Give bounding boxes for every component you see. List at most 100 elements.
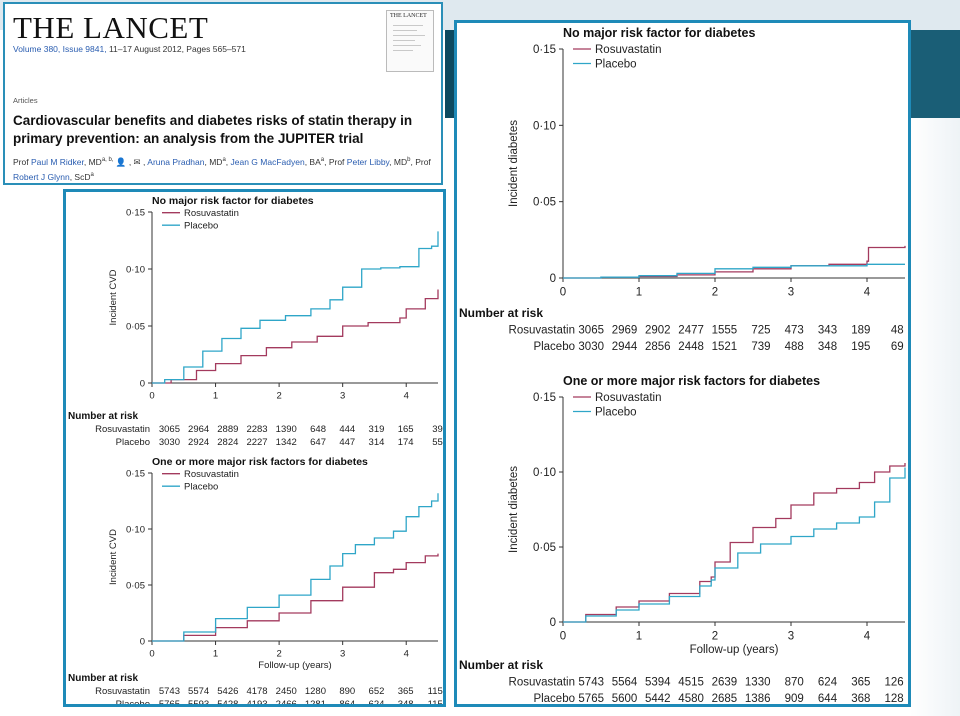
risk-value: 473	[785, 325, 804, 337]
y-tick-label: 0·05	[126, 580, 145, 591]
author-text: 👤 , ✉ ,	[113, 156, 148, 167]
journal-logo: THE LANCET	[13, 10, 209, 45]
author-link[interactable]: Aruna Pradhan	[147, 156, 205, 167]
author-link[interactable]: Jean G MacFadyen	[230, 156, 305, 167]
y-tick-label: 0·10	[533, 467, 556, 479]
risk-value: 2824	[217, 437, 238, 448]
series-line-rosuvastatin	[563, 463, 906, 623]
author-text: a	[222, 157, 226, 163]
y-tick-label: 0	[140, 378, 145, 389]
risk-value: 2924	[188, 437, 209, 448]
cvd-panel: No major risk factor for diabetes 0 0·05 0·…	[63, 189, 446, 707]
risk-value: 647	[310, 437, 326, 448]
chart-title: One or more major risk factors for diabe…	[563, 374, 820, 388]
x-tick-label: 4	[864, 287, 871, 299]
x-tick-label: 2	[712, 287, 718, 299]
risk-value: 488	[785, 341, 804, 353]
journal-cover-thumbnail[interactable]: THE LANCET	[386, 10, 434, 72]
y-tick-label: 0·10	[126, 524, 145, 535]
y-axis-label: Incident diabetes	[508, 466, 520, 553]
risk-value: 2283	[246, 424, 267, 435]
series-line-rosuvastatin	[563, 245, 906, 279]
legend-entry: Rosuvastatin	[595, 392, 661, 404]
risk-row-label: Rosuvastatin	[509, 325, 575, 337]
chart-title: No major risk factor for diabetes	[152, 195, 314, 207]
article-header-card: THE LANCET Volume 380, Issue 9841, 11–17…	[3, 2, 443, 185]
x-tick-label: 1	[636, 287, 642, 299]
risk-value: 365	[398, 686, 414, 697]
author-link[interactable]: Robert J Glynn	[13, 171, 70, 182]
risk-row-label: Placebo	[533, 341, 575, 353]
volume-link[interactable]: Volume 380, Issue 9841,	[13, 44, 107, 54]
y-tick-label: 0·15	[533, 44, 556, 56]
risk-value: 1555	[712, 325, 738, 337]
y-axis-label: Incident CVD	[108, 269, 119, 325]
author-text: , MD	[83, 156, 102, 167]
x-tick-label: 0	[560, 631, 566, 643]
risk-value: 319	[369, 424, 385, 435]
x-tick-label: 1	[636, 631, 642, 643]
x-tick-label: 3	[340, 391, 345, 402]
thumbnail-title: THE LANCET	[390, 13, 427, 19]
risk-value: 2448	[678, 341, 704, 353]
y-tick-label: 0·05	[533, 197, 556, 209]
author-list: Prof Paul M Ridker, MDa, b, 👤 , ✉ , Arun…	[13, 154, 433, 184]
risk-value: 126	[885, 677, 904, 689]
risk-value: 5426	[217, 686, 238, 697]
risk-value: 5394	[645, 677, 671, 689]
author-text: , Prof	[410, 156, 431, 167]
risk-value: 444	[339, 424, 355, 435]
risk-value: 5428	[217, 699, 238, 704]
series-line-rosuvastatin	[152, 289, 439, 384]
chart-title: One or more major risk factors for diabe…	[152, 456, 368, 468]
author-text: Prof	[13, 156, 31, 167]
risk-value: 648	[310, 424, 326, 435]
author-link[interactable]: Paul M Ridker	[30, 156, 84, 167]
x-tick-label: 4	[864, 631, 871, 643]
x-tick-label: 2	[276, 649, 281, 660]
risk-value: 739	[751, 341, 770, 353]
risk-value: 5743	[159, 686, 180, 697]
risk-value: 2639	[712, 677, 738, 689]
risk-value: 2466	[276, 699, 297, 704]
x-tick-label: 2	[276, 391, 281, 402]
risk-value: 1390	[276, 424, 297, 435]
risk-value: 5765	[159, 699, 180, 704]
x-tick-label: 4	[404, 391, 409, 402]
risk-value: 5442	[645, 693, 671, 704]
risk-value: 1330	[745, 677, 771, 689]
risk-value: 48	[891, 325, 904, 337]
thumbnail-line	[393, 50, 413, 51]
author-link[interactable]: Peter Libby	[346, 156, 390, 167]
risk-value: 5574	[188, 686, 209, 697]
risk-value: 5743	[578, 677, 604, 689]
risk-value: 5593	[188, 699, 209, 704]
risk-table-heading: Number at risk	[459, 306, 543, 320]
x-tick-label: 0	[560, 287, 566, 299]
y-tick-label: 0·10	[126, 264, 145, 275]
risk-value: 4193	[246, 699, 267, 704]
x-tick-label: 2	[712, 631, 718, 643]
risk-table-heading: Number at risk	[68, 411, 138, 422]
series-line-placebo	[563, 467, 906, 623]
author-text: , Prof	[324, 156, 347, 167]
risk-value: 69	[891, 341, 904, 353]
chart-title: No major risk factor for diabetes	[563, 26, 755, 40]
y-axis-label: Incident CVD	[108, 529, 119, 585]
risk-row-label: Placebo	[116, 437, 150, 448]
risk-value: 115	[428, 686, 443, 697]
risk-value: 3065	[578, 325, 604, 337]
y-tick-label: 0	[550, 617, 556, 629]
risk-value: 128	[885, 693, 904, 704]
thumbnail-line	[393, 25, 423, 26]
author-text: , ScD	[69, 171, 91, 182]
risk-value: 1386	[745, 693, 771, 704]
risk-value: 39	[432, 424, 443, 435]
legend-entry: Placebo	[184, 221, 218, 232]
thumbnail-line	[393, 40, 415, 41]
risk-value: 314	[369, 437, 385, 448]
thumbnail-line	[393, 45, 421, 46]
risk-value: 2964	[188, 424, 209, 435]
volume-details: 11–17 August 2012, Pages 565–571	[106, 44, 246, 54]
x-tick-label: 1	[213, 391, 218, 402]
